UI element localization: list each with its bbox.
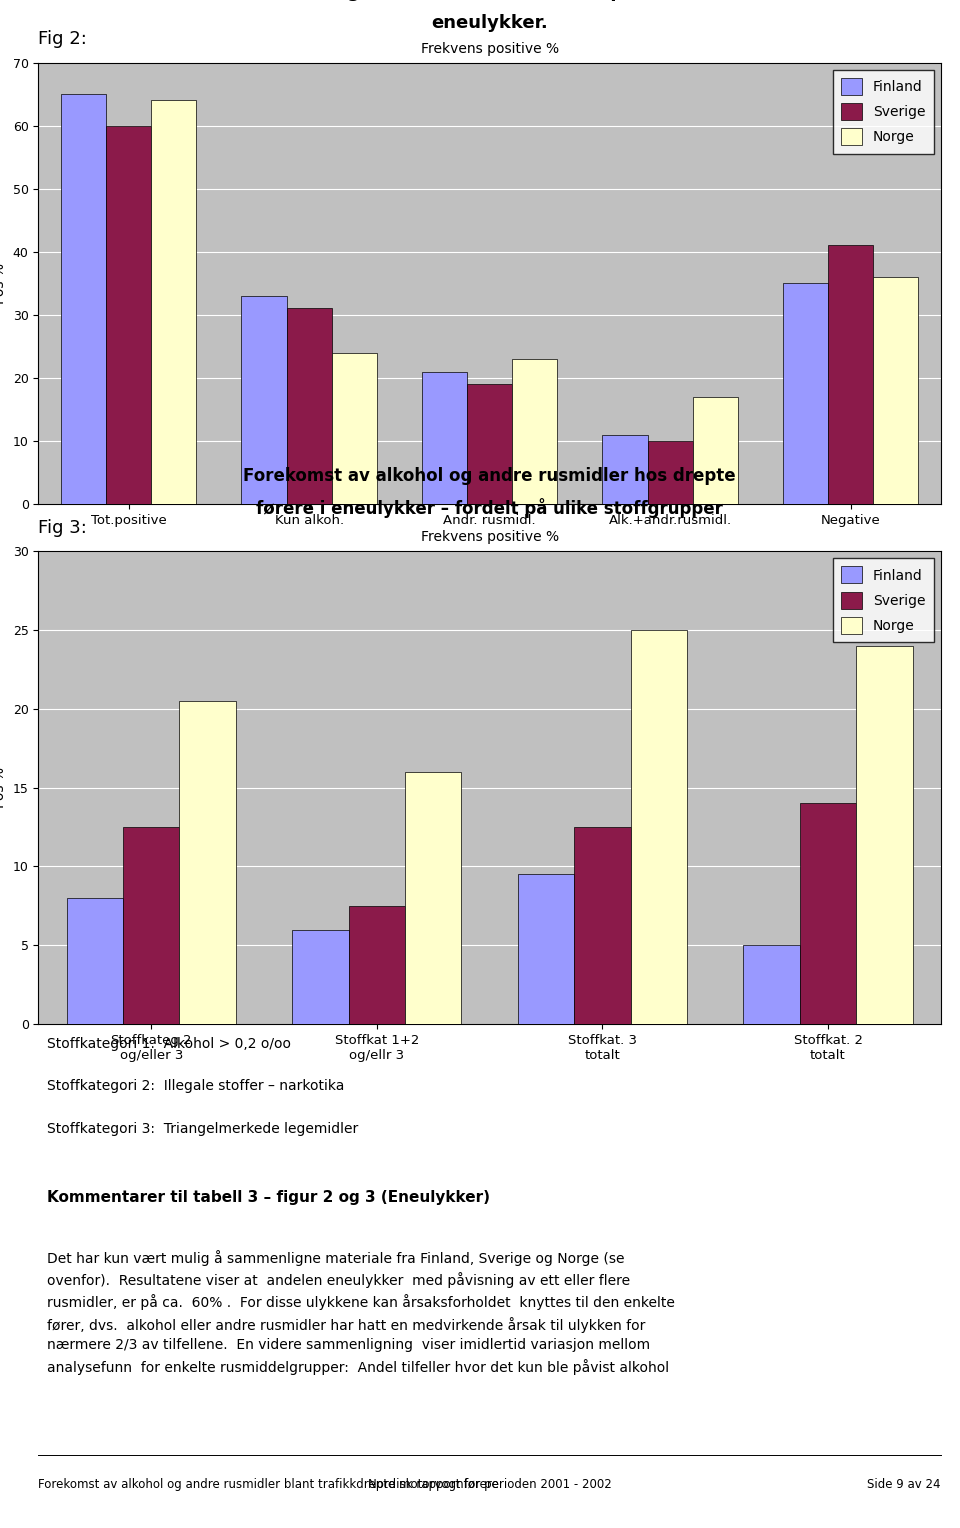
- Text: Nordisk rapport for perioden 2001 - 2002: Nordisk rapport for perioden 2001 - 2002: [368, 1478, 612, 1491]
- Text: Frekvens positive %: Frekvens positive %: [420, 530, 559, 544]
- Text: Side 9 av 24: Side 9 av 24: [867, 1478, 941, 1491]
- Bar: [422, 371, 468, 504]
- Bar: [405, 772, 462, 1024]
- Text: Det har kun vært mulig å sammenligne materiale fra Finland, Sverige og Norge (se: Det har kun vært mulig å sammenligne mat…: [47, 1250, 675, 1375]
- Text: eneulykker.: eneulykker.: [431, 14, 548, 32]
- Bar: [648, 442, 693, 504]
- Bar: [828, 246, 874, 504]
- Legend: Finland, Sverige, Norge: Finland, Sverige, Norge: [832, 69, 934, 154]
- Text: Forekomst av alkohol og andre rusmidler blant trafikkdrepte motorvognførere: Forekomst av alkohol og andre rusmidler …: [38, 1478, 499, 1491]
- Bar: [874, 277, 918, 504]
- Text: Fig 2:: Fig 2:: [38, 31, 87, 47]
- Bar: [242, 296, 287, 504]
- Bar: [292, 929, 348, 1024]
- Text: førere i eneulykker – fordelt på ulike stoffgrupper: førere i eneulykker – fordelt på ulike s…: [256, 498, 723, 518]
- Text: Kommentarer til tabell 3 – figur 2 og 3 (Eneulykker): Kommentarer til tabell 3 – figur 2 og 3 …: [47, 1190, 491, 1206]
- Y-axis label: Pos %: Pos %: [0, 767, 8, 808]
- Text: Stoffkategori 2:  Illegale stoffer – narkotika: Stoffkategori 2: Illegale stoffer – nark…: [47, 1079, 345, 1094]
- Bar: [574, 827, 631, 1024]
- Bar: [468, 384, 513, 504]
- Bar: [332, 353, 377, 504]
- Bar: [107, 125, 152, 504]
- Text: Stoffkategori 1.  Alkohol > 0,2 o/oo: Stoffkategori 1. Alkohol > 0,2 o/oo: [47, 1038, 292, 1051]
- Legend: Finland, Sverige, Norge: Finland, Sverige, Norge: [832, 558, 934, 642]
- Bar: [513, 359, 558, 504]
- Bar: [287, 309, 332, 504]
- Bar: [66, 898, 123, 1024]
- Text: Stoffkategori 3:  Triangelmerkede legemidler: Stoffkategori 3: Triangelmerkede legemid…: [47, 1122, 359, 1135]
- Bar: [783, 283, 828, 504]
- Text: Forekomst av alkohol og andre rusmidler hos drepte: Forekomst av alkohol og andre rusmidler …: [243, 468, 736, 484]
- Text: Frekvens positive %: Frekvens positive %: [420, 41, 559, 57]
- Text: Fig 3:: Fig 3:: [38, 518, 87, 536]
- Bar: [743, 946, 800, 1024]
- Bar: [123, 827, 180, 1024]
- Bar: [152, 101, 197, 504]
- Bar: [631, 630, 687, 1024]
- Bar: [180, 701, 236, 1024]
- Bar: [348, 906, 405, 1024]
- Bar: [693, 397, 737, 504]
- Bar: [800, 804, 856, 1024]
- Y-axis label: Pos %: Pos %: [0, 263, 7, 304]
- Bar: [856, 646, 913, 1024]
- Bar: [61, 95, 107, 504]
- Bar: [517, 874, 574, 1024]
- Bar: [603, 434, 648, 504]
